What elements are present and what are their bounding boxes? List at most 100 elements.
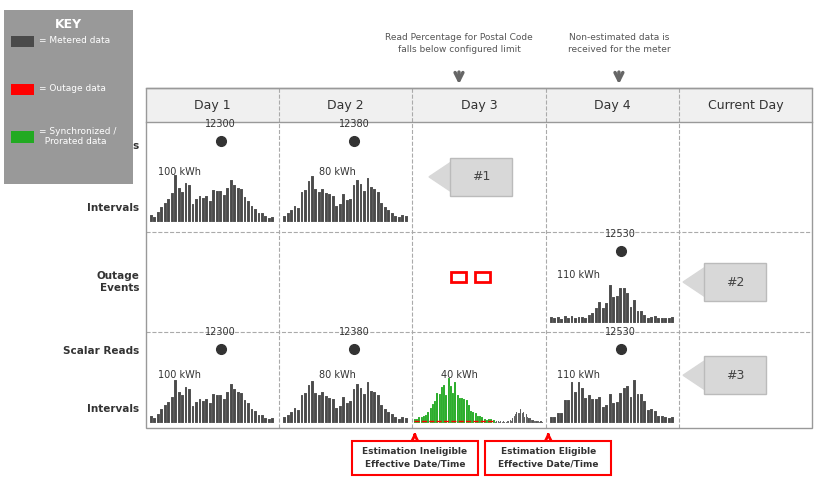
Bar (609, 285, 611, 323)
Bar (322, 392, 324, 423)
Text: 40 kWh: 40 kWh (441, 370, 477, 380)
FancyBboxPatch shape (11, 36, 34, 47)
Bar (585, 318, 587, 323)
Bar (430, 408, 431, 423)
Bar (427, 412, 429, 423)
FancyBboxPatch shape (11, 131, 34, 143)
Bar (619, 288, 622, 323)
Bar (171, 397, 173, 423)
Bar (567, 318, 570, 323)
Text: 100 kWh: 100 kWh (157, 370, 201, 380)
Bar (174, 175, 177, 222)
Bar (441, 387, 443, 423)
Bar (398, 419, 401, 423)
Text: 80 kWh: 80 kWh (319, 167, 356, 177)
Text: Intervals: Intervals (87, 404, 139, 413)
Bar (595, 399, 598, 423)
Bar (405, 217, 407, 222)
Bar (636, 394, 640, 423)
Bar (381, 405, 383, 423)
Bar (206, 399, 208, 423)
Bar (233, 389, 236, 423)
Bar (626, 293, 629, 323)
Bar (486, 420, 488, 423)
Bar (622, 288, 626, 323)
Bar (616, 296, 619, 323)
Bar (177, 391, 181, 423)
Bar (167, 402, 170, 423)
Bar (423, 415, 425, 423)
Bar (671, 417, 674, 423)
Bar (150, 215, 152, 222)
Bar (339, 204, 342, 222)
Bar (581, 317, 584, 323)
FancyBboxPatch shape (704, 263, 766, 301)
Bar (297, 410, 300, 423)
Bar (421, 417, 422, 423)
Bar (212, 394, 215, 423)
Bar (237, 391, 240, 423)
Bar (325, 193, 327, 222)
Bar (564, 400, 566, 423)
FancyBboxPatch shape (475, 272, 490, 282)
Bar (283, 417, 286, 423)
Bar (665, 417, 667, 423)
Bar (222, 196, 226, 222)
Bar (251, 206, 253, 222)
Bar (219, 191, 222, 222)
Bar (188, 185, 191, 222)
Bar (185, 183, 187, 222)
Text: 12530: 12530 (605, 229, 636, 239)
Bar (459, 398, 461, 423)
Bar (360, 388, 362, 423)
Bar (661, 317, 664, 323)
Bar (556, 413, 560, 423)
Bar (363, 191, 366, 222)
Bar (272, 418, 274, 423)
Bar (446, 395, 447, 423)
Bar (517, 413, 519, 423)
Bar (185, 387, 187, 423)
Bar (497, 421, 499, 423)
Bar (307, 181, 311, 222)
Bar (647, 318, 650, 323)
Text: Estimation Eligible
Effective Date/Time: Estimation Eligible Effective Date/Time (498, 447, 599, 468)
Bar (304, 393, 307, 423)
Bar (606, 304, 608, 323)
Bar (601, 308, 605, 323)
Bar (516, 412, 517, 423)
Bar (491, 419, 492, 423)
Bar (405, 418, 407, 423)
Bar (240, 189, 243, 222)
Bar (425, 415, 427, 423)
Bar (416, 419, 418, 423)
Bar (222, 399, 226, 423)
Bar (588, 395, 591, 423)
Bar (352, 390, 356, 423)
Bar (311, 176, 314, 222)
FancyBboxPatch shape (146, 88, 812, 122)
Bar (567, 400, 570, 423)
Bar (514, 416, 515, 423)
Bar (394, 417, 397, 423)
Bar (332, 399, 335, 423)
Text: Intervals: Intervals (87, 203, 139, 213)
Bar (436, 393, 438, 423)
Bar (477, 416, 479, 423)
Bar (461, 398, 463, 423)
Bar (418, 417, 421, 423)
Bar (472, 412, 474, 423)
Text: 110 kWh: 110 kWh (557, 270, 601, 280)
Bar (452, 393, 454, 423)
Bar (609, 394, 611, 423)
Bar (466, 400, 467, 423)
Bar (601, 407, 605, 423)
Bar (560, 319, 563, 323)
Bar (335, 408, 338, 423)
Bar (261, 415, 264, 423)
Bar (515, 414, 516, 423)
Bar (164, 405, 167, 423)
Text: Day 2: Day 2 (327, 98, 364, 112)
Bar (564, 316, 566, 323)
Bar (264, 418, 267, 423)
